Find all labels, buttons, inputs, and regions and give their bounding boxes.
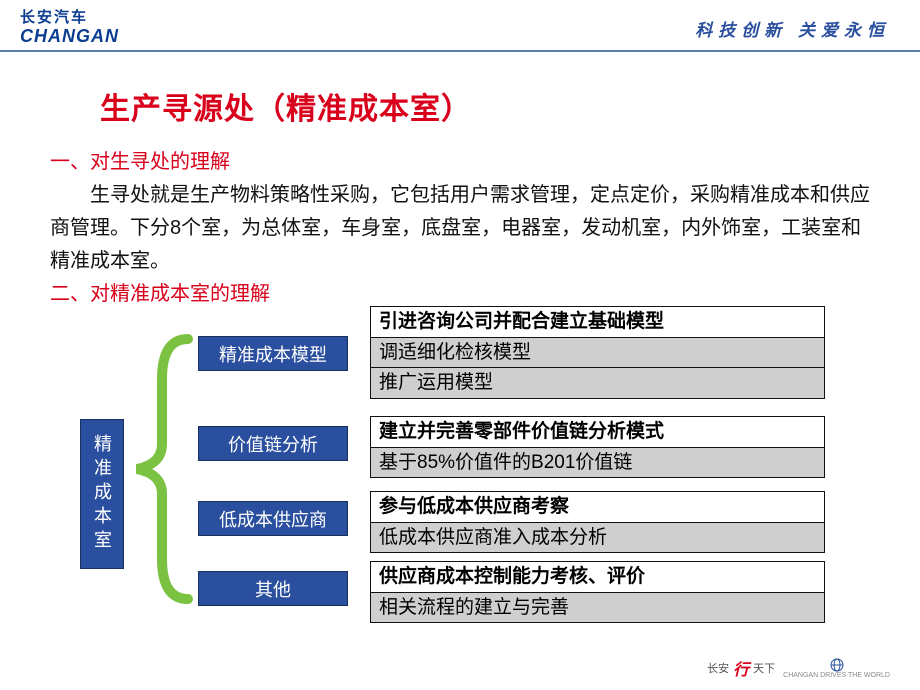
slogan: 科技创新 关爱永恒 [695, 16, 890, 41]
detail-row: 引进咨询公司并配合建立基础模型 [371, 307, 824, 338]
branch-box: 低成本供应商 [198, 501, 348, 536]
detail-row: 基于85%价值件的B201价值链 [371, 448, 824, 478]
detail-row: 相关流程的建立与完善 [371, 593, 824, 623]
detail-group: 引进咨询公司并配合建立基础模型调适细化检核模型推广运用模型 [370, 306, 825, 399]
header: 长安汽车 CHANGAN 科技创新 关爱永恒 [0, 0, 920, 52]
footer-red: 行 [733, 656, 749, 680]
logo-chinese: 长安汽车 [20, 10, 119, 27]
diagram: 精准成本室 精准成本模型引进咨询公司并配合建立基础模型调适细化检核模型推广运用模… [50, 311, 870, 631]
detail-row: 推广运用模型 [371, 368, 824, 398]
page-title: 生产寻源处（精准成本室） [100, 84, 920, 128]
bracket-icon [132, 319, 188, 609]
detail-row: 参与低成本供应商考察 [371, 492, 824, 523]
branch-box: 精准成本模型 [198, 336, 348, 371]
footer-logo: 长安 行 天下 CHANGAN DRIVES THE WORLD [707, 656, 890, 680]
section1-label: 一、对生寻处的理解 [50, 146, 870, 179]
title-area: 生产寻源处（精准成本室） [0, 52, 920, 146]
body-paragraph: 生寻处就是生产物料策略性采购，它包括用户需求管理，定点定价，采购精准成本和供应商… [50, 179, 870, 278]
footer-sub: CHANGAN DRIVES THE WORLD [783, 672, 890, 679]
diagram-root-box: 精准成本室 [80, 419, 124, 569]
detail-group: 参与低成本供应商考察低成本供应商准入成本分析 [370, 491, 825, 553]
branch-box: 价值链分析 [198, 426, 348, 461]
detail-row: 低成本供应商准入成本分析 [371, 523, 824, 553]
footer-prefix: 长安 [707, 660, 729, 676]
detail-row: 供应商成本控制能力考核、评价 [371, 562, 824, 593]
detail-row: 建立并完善零部件价值链分析模式 [371, 417, 824, 448]
detail-group: 供应商成本控制能力考核、评价相关流程的建立与完善 [370, 561, 825, 623]
body-text: 一、对生寻处的理解 生寻处就是生产物料策略性采购，它包括用户需求管理，定点定价，… [0, 146, 920, 311]
footer-suffix: 天下 [753, 660, 775, 676]
logo-english: CHANGAN [20, 27, 119, 47]
globe-icon [830, 658, 844, 672]
branch-box: 其他 [198, 571, 348, 606]
logo: 长安汽车 CHANGAN [20, 10, 119, 46]
detail-row: 调适细化检核模型 [371, 338, 824, 369]
detail-group: 建立并完善零部件价值链分析模式基于85%价值件的B201价值链 [370, 416, 825, 478]
